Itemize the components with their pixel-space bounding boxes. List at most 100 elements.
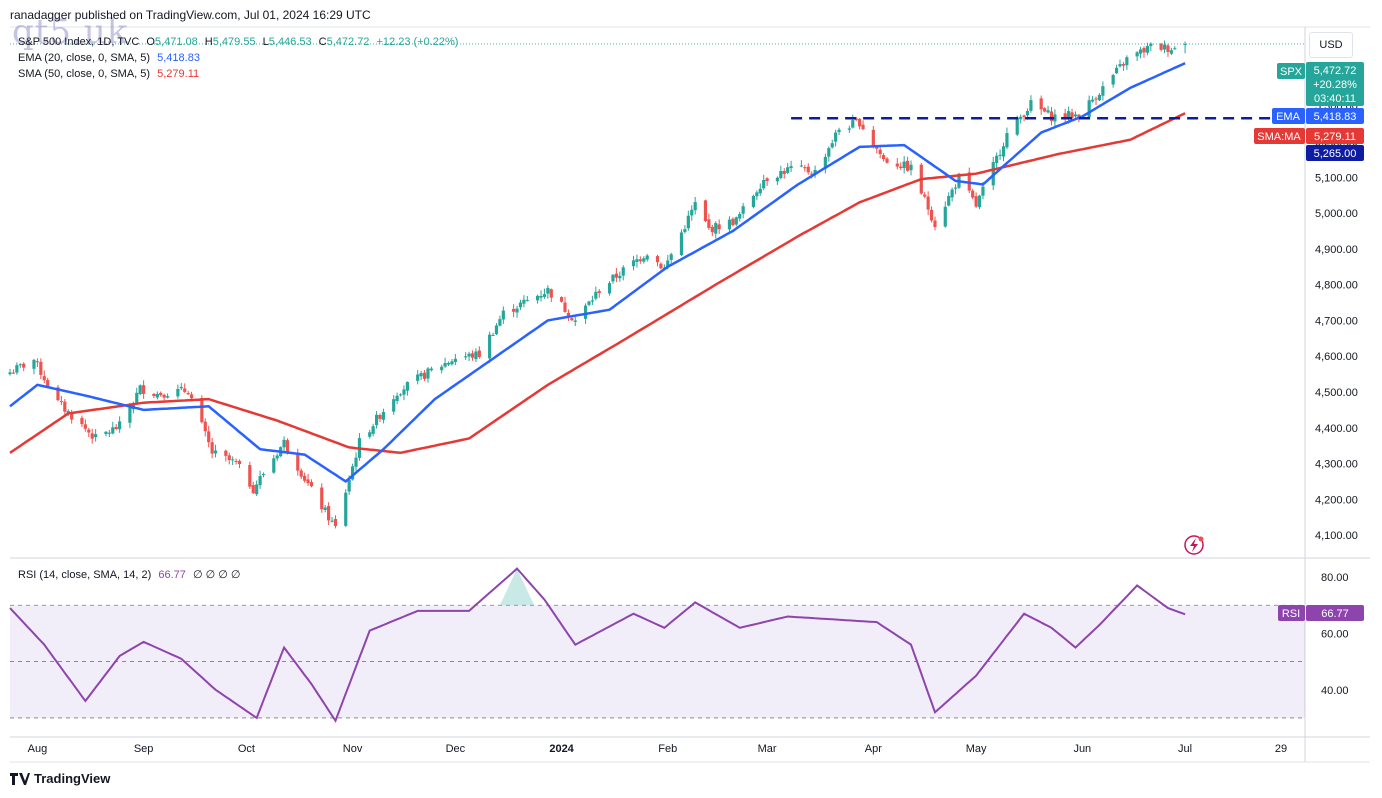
candle-body <box>1073 114 1078 117</box>
candle-body <box>1114 67 1119 74</box>
candle-body <box>426 368 430 379</box>
tradingview-logo[interactable]: TradingView <box>10 771 110 786</box>
candle-body <box>1121 64 1126 66</box>
candle-body <box>690 209 694 216</box>
candle-body <box>762 179 766 189</box>
rsi-tick-label: 40.00 <box>1321 685 1349 697</box>
open-label: O <box>146 36 155 48</box>
ema-tag-label: EMA <box>1276 111 1301 123</box>
time-tick-label: Jul <box>1178 743 1192 755</box>
currency-button[interactable]: USD <box>1309 32 1353 58</box>
candle-body <box>803 167 807 169</box>
candle-body <box>933 220 937 228</box>
rsi-tick-label: 80.00 <box>1321 572 1349 584</box>
candle-body <box>18 364 22 366</box>
candle-body <box>539 296 543 298</box>
candle-body <box>1135 52 1139 57</box>
candle-body <box>1053 114 1057 122</box>
candle-body <box>974 196 978 207</box>
spx-countdown: 03:40:11 <box>1314 93 1356 105</box>
candle-body <box>693 202 697 211</box>
candle-body <box>782 171 786 174</box>
candle-body <box>834 132 838 142</box>
candle-body <box>779 171 783 178</box>
candle-body <box>1149 43 1153 47</box>
candle-body <box>710 226 714 233</box>
candle-body <box>621 267 625 276</box>
candle-body <box>374 414 379 426</box>
flash-event-icon[interactable] <box>1184 535 1204 555</box>
ema-legend[interactable]: EMA (20, close, 0, SMA, 5) 5,418.83 <box>18 52 200 64</box>
candle-body <box>422 372 427 379</box>
candle-body <box>1183 43 1187 45</box>
candle-body <box>765 178 769 182</box>
candle-body <box>806 166 810 173</box>
price-tick-label: 4,800.00 <box>1315 280 1358 292</box>
candle-body <box>563 302 567 312</box>
candle-body <box>707 219 711 228</box>
time-tick-label: Dec <box>446 743 466 755</box>
rsi-legend-extras: ∅ ∅ ∅ ∅ <box>192 569 241 581</box>
candle-body <box>950 189 954 198</box>
candle-body <box>775 177 780 182</box>
candle-body <box>1090 99 1095 102</box>
high-value: 5,479.55 <box>212 36 256 48</box>
candle-body <box>995 155 999 164</box>
candle-body <box>467 353 471 357</box>
candle-body <box>94 434 98 438</box>
candle-body <box>306 479 310 484</box>
sma-legend[interactable]: SMA (50, close, 0, SMA, 5) 5,279.11 <box>18 68 199 80</box>
time-tick-label: Feb <box>658 743 677 755</box>
candle-body <box>114 427 118 430</box>
candle-body <box>470 353 475 358</box>
spx-price-tag <box>1306 62 1364 106</box>
time-tick-label: Aug <box>28 743 48 755</box>
candle-body <box>333 519 338 527</box>
time-tick-label: Sep <box>134 743 154 755</box>
candle-body <box>899 166 903 168</box>
close-label: C <box>318 36 327 48</box>
candle-body <box>354 457 358 467</box>
candle-body <box>1097 94 1102 101</box>
price-tick-label: 4,300.00 <box>1315 459 1358 471</box>
spx-price-value: 5,472.72 <box>1314 65 1357 77</box>
candle-body <box>464 356 468 358</box>
candle-body <box>522 299 526 304</box>
candle-body <box>446 362 451 365</box>
time-tick-label: Mar <box>758 743 777 755</box>
candle-body <box>66 411 70 413</box>
footer-brand: TradingView <box>34 771 111 786</box>
candle-body <box>871 129 875 145</box>
candle-body <box>405 382 410 391</box>
candle-body <box>714 223 718 234</box>
candle-body <box>501 310 505 320</box>
candle-body <box>515 308 519 313</box>
flash-icon-bolt <box>1190 538 1198 552</box>
candle-body <box>789 166 793 169</box>
candle-body <box>248 465 252 487</box>
price-tick-label: 4,100.00 <box>1315 530 1358 542</box>
candle-body <box>666 260 670 267</box>
candle-body <box>186 393 190 395</box>
rsi-legend[interactable]: RSI (14, close, SMA, 14, 2) 66.77 ∅ ∅ ∅ … <box>18 568 240 581</box>
candle-body <box>327 506 331 521</box>
candle-body <box>46 380 50 387</box>
candle-body <box>80 417 84 425</box>
candle-body <box>858 118 862 127</box>
candle-body <box>977 195 982 208</box>
candle-body <box>402 389 406 395</box>
candle-body <box>42 376 46 381</box>
candle-body <box>1022 115 1026 118</box>
candle-body <box>642 258 646 262</box>
candle-body <box>90 433 94 439</box>
candle-body <box>429 368 433 371</box>
ohlc-legend: S&P 500 Index, 1D, TVC O5,471.08 H5,479.… <box>18 36 458 48</box>
candle-body <box>895 163 899 167</box>
watermark: qt5.uk <box>12 12 129 52</box>
candle-body <box>1039 98 1043 110</box>
candle-body <box>638 259 642 262</box>
ema-value-tag <box>1306 108 1364 124</box>
candle-body <box>416 374 420 381</box>
candle-body <box>878 149 882 155</box>
